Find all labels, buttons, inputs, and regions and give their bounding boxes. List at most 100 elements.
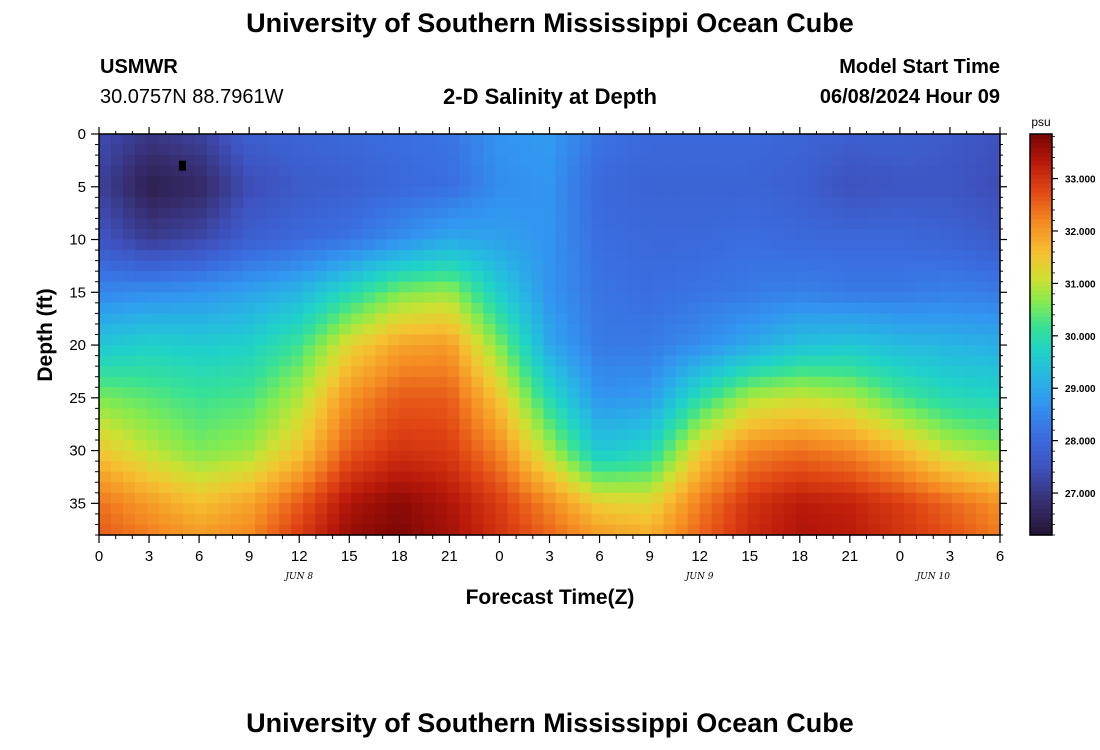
heatmap-cell [459,397,473,409]
heatmap-cell [555,440,569,452]
heatmap-cell [159,165,172,177]
heatmap-cell [927,397,941,409]
heatmap-cell [711,366,725,378]
heatmap-cell [111,323,124,336]
heatmap-cell [723,197,737,209]
heatmap-cell [483,134,497,146]
colorbar-band [1030,343,1052,349]
heatmap-cell [327,376,340,388]
heatmap-cell [219,513,232,526]
heatmap-cell [591,302,605,314]
heatmap-cell [807,503,821,515]
colorbar-frame [1029,133,1053,536]
colorbar-band [1030,490,1052,496]
heatmap-cell [711,271,725,283]
heatmap-cell [399,302,412,314]
colorbar-band [1030,249,1052,255]
heatmap-cell [351,492,364,504]
heatmap-cell [663,323,677,336]
heatmap-cell [483,313,497,325]
heatmap-cell [279,281,292,293]
heatmap-cell [711,482,725,494]
heatmap-cell [303,302,316,314]
heatmap-cell [147,513,160,526]
heatmap-cell [807,228,821,241]
heatmap-cell [651,345,665,357]
heatmap-cell [255,482,268,494]
heatmap-cell [735,429,749,441]
colorbar-band [1030,316,1052,322]
heatmap-cell [951,503,965,515]
heatmap-cell [207,281,220,293]
heatmap-cell [435,429,448,441]
heatmap-cell [423,323,436,336]
heatmap-cell [771,355,785,367]
heatmap-cell [267,250,280,262]
heatmap-cell [819,397,833,409]
heatmap-cell [819,482,833,494]
heatmap-cell [747,218,761,230]
heatmap-cell [819,524,833,536]
heatmap-cell [255,524,268,536]
colorbar-band [1030,450,1052,456]
heatmap-cell [375,271,388,283]
heatmap-cell [783,292,797,304]
heatmap-cell [951,450,965,462]
heatmap-cell [207,345,220,357]
heatmap-cell [831,239,845,251]
heatmap-cell [927,503,941,515]
heatmap-cell [783,503,797,515]
heatmap-cell [423,440,436,452]
heatmap-cell [183,323,196,336]
heatmap-cell [891,134,905,146]
heatmap-cell [795,366,809,378]
heatmap-cell [819,144,833,156]
heatmap-cell [195,239,208,251]
heatmap-cell [807,440,821,452]
heatmap-cell [351,323,364,336]
heatmap-cell [243,165,256,177]
heatmap-cell [459,376,473,388]
heatmap-cell [243,271,256,283]
heatmap-cell [915,302,929,314]
heatmap-cell [123,355,136,367]
heatmap-cell [147,334,160,346]
heatmap-cell [687,482,701,494]
heatmap-cell [243,292,256,304]
heatmap-cell [411,471,424,483]
heatmap-cell [147,461,160,473]
heatmap-cell [807,207,821,220]
heatmap-cell [519,165,533,177]
heatmap-cell [699,355,713,367]
heatmap-cell [435,228,448,241]
heatmap-cell [459,440,473,452]
heatmap-cell [567,408,581,420]
heatmap-cell [219,471,232,483]
heatmap-cell [759,176,773,188]
heatmap-cell [267,334,280,346]
heatmap-cell [711,345,725,357]
heatmap-cell [735,355,749,367]
heatmap-cell [327,334,340,346]
heatmap-cell [591,176,605,188]
heatmap-cell [603,292,617,304]
heatmap-cell [759,313,773,325]
heatmap-cell [483,334,497,346]
heatmap-cell [699,397,713,409]
heatmap-cell [195,345,208,357]
heatmap-cell [603,397,617,409]
heatmap-cell [675,323,689,336]
heatmap-cell [927,302,941,314]
heatmap-cell [399,471,412,483]
heatmap-cell [927,207,941,220]
heatmap-cell [363,334,376,346]
heatmap-cell [543,366,557,378]
heatmap-cell [483,250,497,262]
heatmap-cell [687,292,701,304]
heatmap-cell [519,418,533,431]
heatmap-cell [207,186,220,198]
heatmap-cell [111,186,124,198]
heatmap-cell [447,207,460,220]
heatmap-cell [279,292,292,304]
colorbar-band [1030,463,1052,469]
